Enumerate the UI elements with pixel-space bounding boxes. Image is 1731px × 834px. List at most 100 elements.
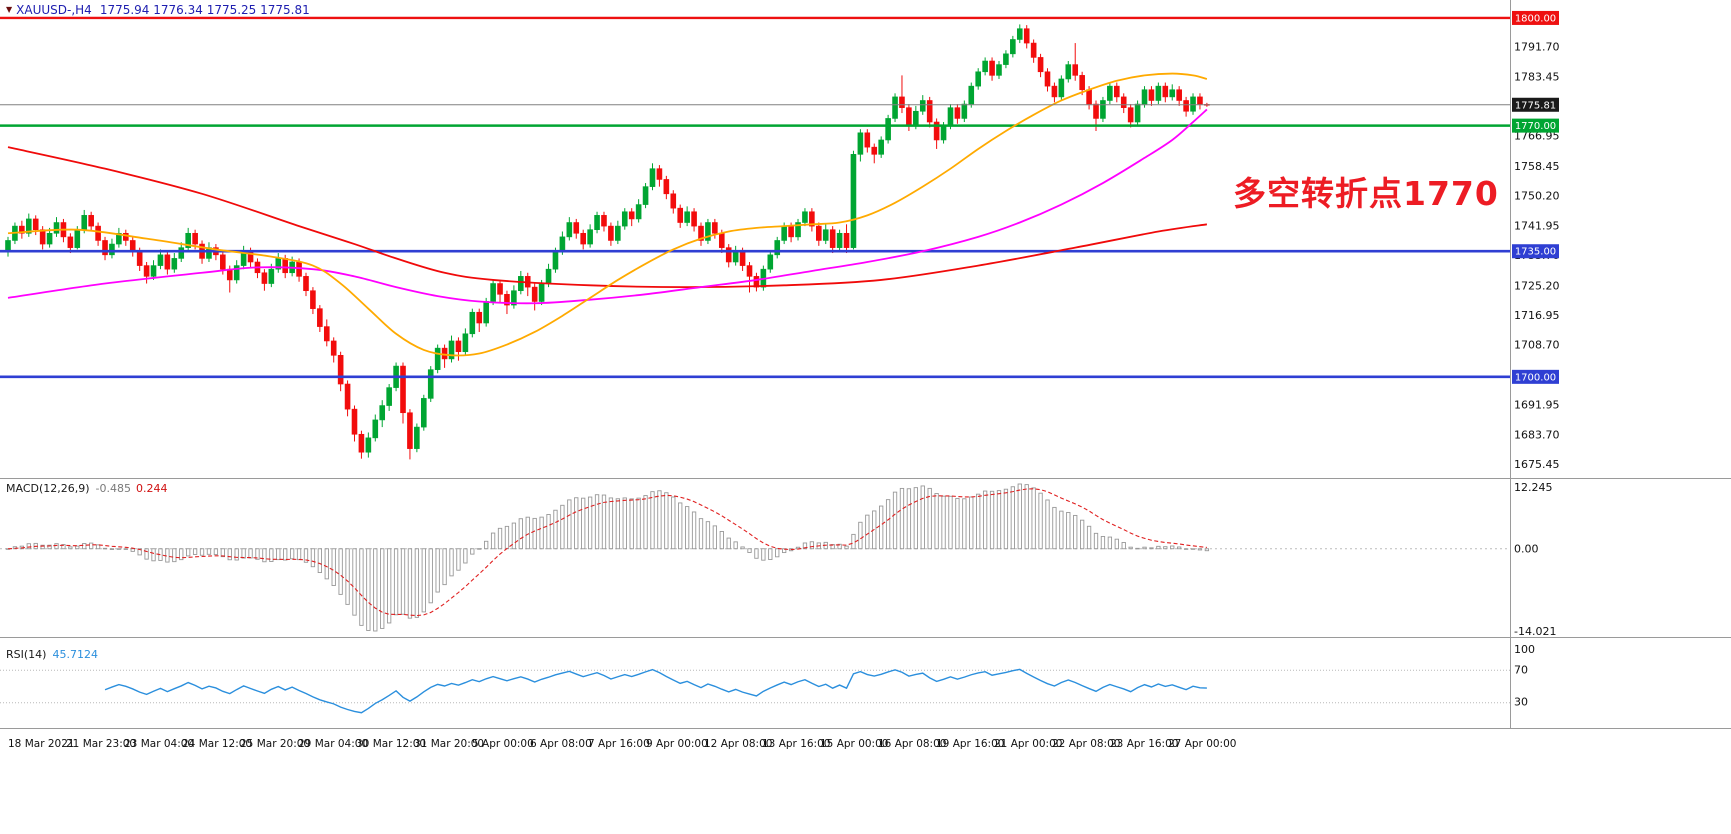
candle-body — [718, 232, 725, 248]
macd-histogram-bar — [172, 548, 177, 563]
candle-body — [220, 254, 226, 270]
time-label: 23 Apr 16:00 — [1110, 738, 1178, 750]
macd-histogram-bar — [213, 548, 219, 555]
macd-histogram-bar — [664, 492, 669, 550]
macd-histogram-bar — [643, 495, 648, 550]
macd-histogram-bar — [109, 548, 115, 550]
candle-body — [954, 107, 961, 119]
candle-body — [1051, 85, 1058, 98]
candle-body — [358, 433, 365, 453]
macd-histogram-bar — [345, 548, 350, 605]
macd-histogram-bar — [1177, 546, 1182, 550]
macd-histogram-bar — [976, 493, 981, 550]
macd-scale-label: -14.021 — [1514, 625, 1556, 638]
macd-histogram-bar — [317, 548, 322, 573]
candle-body — [268, 268, 275, 284]
rsi-axis: 100 70 30 — [1514, 643, 1535, 709]
price-level-chip-text: 1800.00 — [1515, 13, 1556, 24]
macd-histogram-bar — [899, 487, 905, 550]
macd-histogram-bar — [754, 548, 759, 559]
macd-histogram-bar — [678, 502, 683, 550]
rsi-value: 45.7124 — [52, 648, 98, 661]
macd-histogram-bar — [206, 548, 212, 555]
time-label: 21 Mar 23:00 — [66, 738, 136, 750]
macd-histogram-bar — [539, 516, 544, 550]
candle-body — [310, 290, 316, 309]
price-grid-label: 1758.45 — [1514, 160, 1560, 173]
macd-histogram-bar — [809, 541, 815, 550]
collapse-triangle-icon[interactable]: ▼ — [6, 5, 13, 14]
macd-histogram-bar — [456, 548, 461, 571]
time-label: 9 Apr 00:00 — [646, 738, 708, 750]
candle-body — [892, 96, 898, 119]
macd-scale-label: 12.245 — [1514, 481, 1553, 494]
ma-slow-red — [7, 146, 1208, 289]
macd-histogram-bar — [601, 494, 607, 550]
candle-body — [621, 211, 628, 227]
level-lines — [0, 16, 1510, 379]
macd-histogram-bar — [636, 497, 641, 550]
candle-body — [1148, 89, 1155, 101]
macd-histogram-bar — [844, 545, 849, 550]
macd-histogram-bar — [1017, 483, 1022, 550]
macd-histogram-bar — [227, 548, 232, 561]
macd-histogram-bar — [414, 548, 420, 618]
macd-histogram-bar — [137, 548, 142, 556]
macd-histogram-bar — [359, 548, 364, 626]
candle-body — [608, 225, 614, 241]
candle-body — [150, 265, 157, 277]
time-label: 6 Apr 08:00 — [530, 738, 592, 750]
macd-histogram-bar — [276, 548, 281, 561]
macd-histogram-bar — [629, 498, 634, 550]
price-grid-label: 1725.20 — [1514, 279, 1560, 292]
time-label: 19 Apr 16:00 — [936, 738, 1004, 750]
candle-body — [400, 365, 406, 414]
time-label: 21 Apr 00:00 — [994, 738, 1062, 750]
candle-body — [1141, 89, 1148, 105]
macd-histogram-bar — [47, 544, 52, 550]
candle-body — [1169, 89, 1176, 98]
macd-histogram-bar — [511, 522, 517, 550]
macd-histogram-bar — [581, 497, 586, 550]
candle-body — [1176, 89, 1182, 101]
price-level-chip-text: 1735.00 — [1515, 247, 1556, 258]
macd-indicator-label: MACD(12,26,9) -0.485 0.244 — [6, 482, 168, 495]
macd-histogram-bar — [1024, 484, 1029, 550]
candle-body — [497, 283, 503, 295]
candle-body — [317, 308, 323, 327]
time-label: 12 Apr 08:00 — [704, 738, 772, 750]
candle-body — [725, 247, 732, 263]
candle-body — [1120, 96, 1127, 108]
macd-histogram-bar — [996, 490, 1002, 550]
candle-body — [129, 240, 136, 252]
candle-body — [601, 215, 607, 227]
macd-histogram-bar — [733, 541, 738, 550]
candle-body — [344, 383, 351, 410]
macd-histogram-bar — [192, 548, 198, 555]
macd-histogram-bar — [1093, 532, 1099, 550]
candle-body — [185, 232, 191, 248]
macd-name: MACD(12,26,9) — [6, 482, 90, 495]
candle-body — [123, 232, 129, 241]
macd-histogram-bar — [1010, 486, 1016, 550]
macd-histogram-bar — [296, 548, 302, 561]
candle-body — [774, 240, 781, 256]
candle-body — [587, 229, 593, 245]
time-label: 29 Mar 04:00 — [298, 738, 368, 750]
candle-body — [961, 103, 968, 119]
candle-body — [46, 232, 53, 245]
candle-body — [552, 250, 559, 270]
macd-histogram-bar — [1086, 525, 1092, 550]
ohlc-readout: 1775.94 1776.34 1775.25 1775.81 — [99, 3, 310, 17]
macd-histogram-bar — [587, 496, 593, 550]
candle-body — [365, 437, 372, 453]
price-level-chip — [1512, 10, 1559, 25]
macd-histogram-bar — [400, 548, 406, 615]
candle-body — [95, 225, 101, 241]
candle-body — [580, 232, 586, 245]
candle-body — [913, 110, 919, 126]
macd-histogram-bar — [885, 499, 891, 550]
macd-histogram-bar — [1149, 547, 1154, 550]
macd-histogram-bar — [241, 548, 246, 559]
